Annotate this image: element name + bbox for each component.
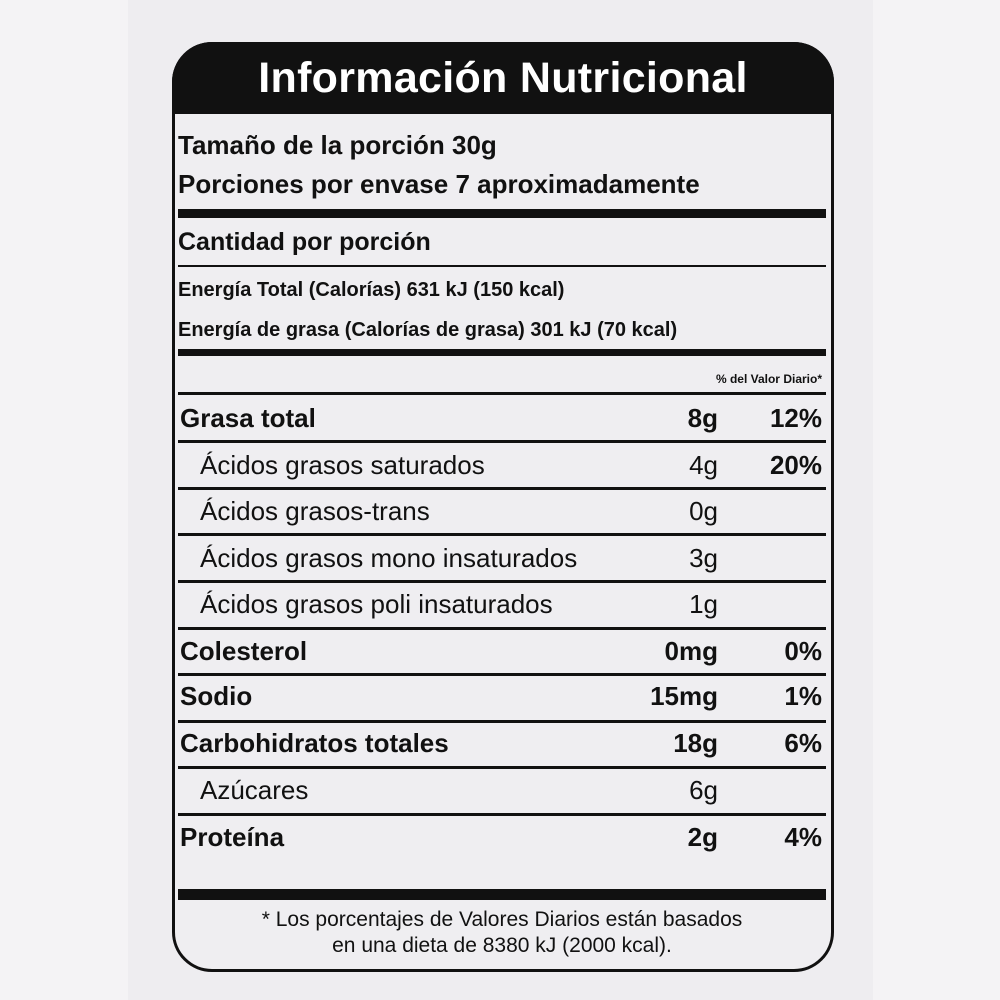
nutrient-name: Sodio bbox=[180, 681, 253, 711]
nutrient-amount: 4g bbox=[689, 450, 718, 480]
row-divider bbox=[178, 533, 826, 536]
row-divider bbox=[178, 720, 826, 723]
nutrient-amount: 0mg bbox=[664, 636, 718, 666]
row-divider bbox=[178, 673, 826, 676]
nutrient-row: Ácidos grasos-trans 0g bbox=[178, 491, 824, 531]
nutrient-row: Sodio 15mg 1% bbox=[178, 676, 824, 716]
footnote-line-1: * Los porcentajes de Valores Diarios est… bbox=[261, 908, 743, 931]
nutrient-amount: 18g bbox=[673, 728, 718, 758]
row-divider bbox=[178, 440, 826, 443]
nutrient-amount: 2g bbox=[687, 822, 718, 852]
nutrient-row: Ácidos grasos mono insaturados 3g bbox=[178, 538, 824, 578]
row-divider bbox=[178, 487, 826, 490]
nutrient-amount: 1g bbox=[689, 589, 718, 619]
nutrient-name: Grasa total bbox=[180, 403, 316, 433]
nutrient-amount: 6g bbox=[689, 775, 718, 805]
servings-per-container: Porciones por envase 7 aproximadamente bbox=[178, 169, 700, 199]
footnote-line-2: en una dieta de 8380 kJ (2000 kcal). bbox=[332, 934, 672, 957]
nutrient-row: Colesterol 0mg 0% bbox=[178, 631, 824, 671]
row-divider bbox=[178, 627, 826, 630]
nutrient-row: Ácidos grasos saturados 4g 20% bbox=[178, 445, 824, 485]
nutrient-amount: 3g bbox=[689, 543, 718, 573]
thick-divider bbox=[178, 209, 826, 218]
nutrient-name: Proteína bbox=[180, 822, 285, 852]
amount-per-serving: Cantidad por porción bbox=[178, 228, 431, 256]
nutrient-daily-value: 20% bbox=[769, 450, 822, 480]
serving-size: Tamaño de la porción 30g bbox=[178, 130, 497, 160]
nutrient-daily-value: 6% bbox=[784, 728, 822, 758]
thick-divider bbox=[178, 889, 826, 900]
nutrient-row: Ácidos grasos poli insaturados 1g bbox=[178, 584, 824, 624]
nutrient-row: Proteína 2g 4% bbox=[178, 817, 824, 857]
nutrient-name: Ácidos grasos poli insaturados bbox=[200, 589, 553, 619]
energy-fat: Energía de grasa (Calorías de grasa) 301… bbox=[178, 319, 678, 341]
label-title: Información Nutricional bbox=[172, 42, 834, 114]
medium-divider bbox=[178, 349, 826, 356]
nutrient-name: Carbohidratos totales bbox=[180, 728, 449, 758]
nutrient-row: Grasa total 8g 12% bbox=[178, 398, 824, 438]
nutrient-daily-value: 12% bbox=[769, 403, 822, 433]
nutrient-daily-value: 4% bbox=[784, 822, 822, 852]
row-divider bbox=[178, 813, 826, 816]
nutrient-amount: 8g bbox=[687, 403, 718, 433]
nutrient-name: Colesterol bbox=[180, 636, 308, 666]
nutrition-label bbox=[172, 42, 834, 972]
daily-value-header: % del Valor Diario* bbox=[715, 372, 822, 386]
row-divider bbox=[178, 580, 826, 583]
divider bbox=[178, 265, 826, 267]
nutrient-name: Ácidos grasos saturados bbox=[200, 450, 485, 480]
nutrient-name: Ácidos grasos mono insaturados bbox=[200, 543, 578, 573]
energy-total: Energía Total (Calorías) 631 kJ (150 kca… bbox=[178, 279, 565, 301]
nutrient-daily-value: 0% bbox=[784, 636, 822, 666]
row-divider bbox=[178, 766, 826, 769]
nutrient-row: Azúcares 6g bbox=[178, 770, 824, 810]
nutrient-row: Carbohidratos totales 18g 6% bbox=[178, 723, 824, 763]
nutrient-name: Azúcares bbox=[200, 775, 309, 805]
nutrient-amount: 0g bbox=[689, 496, 718, 526]
nutrient-daily-value: 1% bbox=[784, 681, 822, 711]
divider bbox=[178, 392, 826, 395]
nutrient-name: Ácidos grasos-trans bbox=[200, 496, 430, 526]
nutrient-amount: 15mg bbox=[650, 681, 718, 711]
